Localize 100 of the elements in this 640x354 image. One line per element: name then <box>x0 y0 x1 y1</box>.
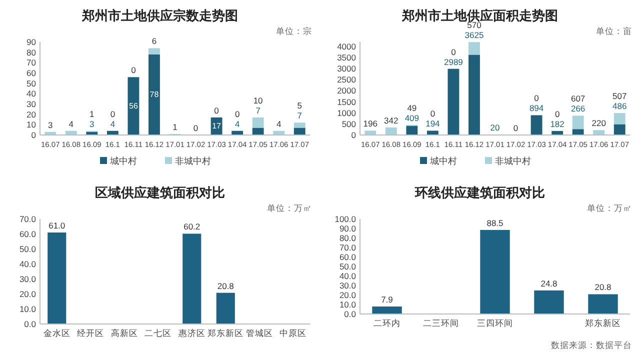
y-tick-label: 70.0 <box>339 242 356 252</box>
bar <box>372 306 402 314</box>
y-tick-label: 3500 <box>337 52 356 62</box>
legend-label: 城中村 <box>109 156 137 166</box>
data-label: 88.5 <box>486 218 504 228</box>
data-label: 7 <box>256 105 261 116</box>
y-tick-label: 40.0 <box>19 259 36 269</box>
bar <box>448 68 460 135</box>
y-tick-label: 10.0 <box>339 300 356 310</box>
data-label: 486 <box>612 101 627 112</box>
source-note: 数据来源：数据平台 <box>551 340 632 350</box>
data-label: 182 <box>550 118 565 129</box>
bar <box>148 54 160 135</box>
y-tick-label: 4000 <box>337 41 356 52</box>
data-label: 194 <box>426 118 440 129</box>
bar <box>593 130 605 135</box>
y-tick-label: 50.0 <box>339 262 356 272</box>
data-label: 60.2 <box>184 222 200 232</box>
y-tick-label: 0 <box>351 130 356 140</box>
data-label: 4 <box>68 118 74 129</box>
data-label: 17 <box>212 122 222 131</box>
data-label: 20.8 <box>217 280 234 291</box>
bar <box>128 77 140 135</box>
data-label: 0 <box>513 123 518 133</box>
data-label: 894 <box>529 103 544 114</box>
chart-title: 郑州市土地供应面积走势图 <box>401 8 558 23</box>
y-tick-label: 10 <box>26 120 36 130</box>
data-label: 61.0 <box>48 220 66 230</box>
data-label: 0 <box>451 46 456 57</box>
y-tick-label: 0 <box>31 130 36 140</box>
bar <box>406 126 418 135</box>
x-tick-label: 二七区 <box>144 328 172 338</box>
x-tick-label: 高新区 <box>110 328 138 338</box>
y-tick-label: 20.0 <box>339 290 356 300</box>
y-tick-label: 30.0 <box>339 280 356 290</box>
y-tick-label: 0.0 <box>344 309 356 319</box>
bar <box>572 129 584 135</box>
data-label: 0 <box>110 108 116 119</box>
data-label: 0 <box>534 93 540 104</box>
data-label: 4 <box>234 118 240 129</box>
x-tick-label: 二三环间 <box>423 318 459 328</box>
y-tick-label: 3000 <box>337 64 356 74</box>
legend-label: 城中村 <box>429 156 457 166</box>
bar <box>216 292 235 324</box>
legend-label: 非城中村 <box>175 156 211 166</box>
data-label: 20 <box>490 122 500 133</box>
bar <box>48 232 66 324</box>
legend-label: 非城中村 <box>495 156 531 166</box>
data-label: 3 <box>48 120 54 130</box>
data-label: 20.8 <box>594 282 612 292</box>
y-tick-label: 40.0 <box>339 271 356 281</box>
bar <box>530 115 542 135</box>
data-label: 266 <box>570 104 586 114</box>
x-tick-label: 经开区 <box>77 328 104 338</box>
y-tick-label: 0.0 <box>24 319 36 329</box>
bar <box>426 130 438 135</box>
y-tick-label: 70.0 <box>19 214 36 224</box>
bar <box>364 130 376 135</box>
text: 单位：万㎡ <box>587 203 632 213</box>
y-tick-label: 30.0 <box>19 274 36 284</box>
data-label: 7.9 <box>381 294 394 304</box>
chart-title: 环线供应建筑面积对比 <box>414 185 545 200</box>
data-label: 7 <box>297 110 302 121</box>
y-tick-label: 20 <box>26 109 36 120</box>
x-tick-label: 中原区 <box>280 328 307 338</box>
y-tick-label: 2500 <box>337 74 356 85</box>
x-tick-label: 郑东新区 <box>585 318 621 328</box>
data-label: 0 <box>131 65 136 76</box>
data-label: 3 <box>90 118 95 129</box>
y-tick-label: 500 <box>342 118 356 129</box>
y-tick-label: 50 <box>26 78 36 88</box>
data-label: 607 <box>570 94 586 104</box>
data-label: 342 <box>384 115 399 126</box>
y-tick-label: 1000 <box>337 108 356 118</box>
x-tick-label: 郑东新区 <box>208 328 244 338</box>
data-label: 10 <box>253 95 264 106</box>
data-label: 0 <box>214 105 220 116</box>
data-label: 3625 <box>464 30 484 40</box>
text: 单位：亩 <box>596 26 632 36</box>
x-tick-label: 二环内 <box>374 318 400 328</box>
data-label: 507 <box>612 91 627 102</box>
data-label: 5 <box>297 100 302 111</box>
bar <box>468 42 480 55</box>
y-tick-label: 80 <box>26 47 36 58</box>
bar <box>252 128 264 135</box>
y-tick-label: 60.0 <box>19 229 36 239</box>
y-tick-label: 70 <box>26 58 36 68</box>
y-tick-label: 90.0 <box>339 224 356 234</box>
y-tick-label: 30 <box>26 99 36 109</box>
data-label: 78 <box>150 90 160 100</box>
bar <box>148 48 160 54</box>
data-label: 220 <box>592 118 606 128</box>
bar <box>572 116 584 130</box>
data-label: 24.8 <box>540 278 558 288</box>
bar <box>385 127 397 135</box>
data-label: 2989 <box>444 56 464 67</box>
data-label: 56 <box>129 102 138 111</box>
chart-title: 郑州市土地供应宗数走势图 <box>81 8 238 23</box>
data-label: 0 <box>554 108 560 119</box>
y-tick-label: 80.0 <box>339 233 356 243</box>
